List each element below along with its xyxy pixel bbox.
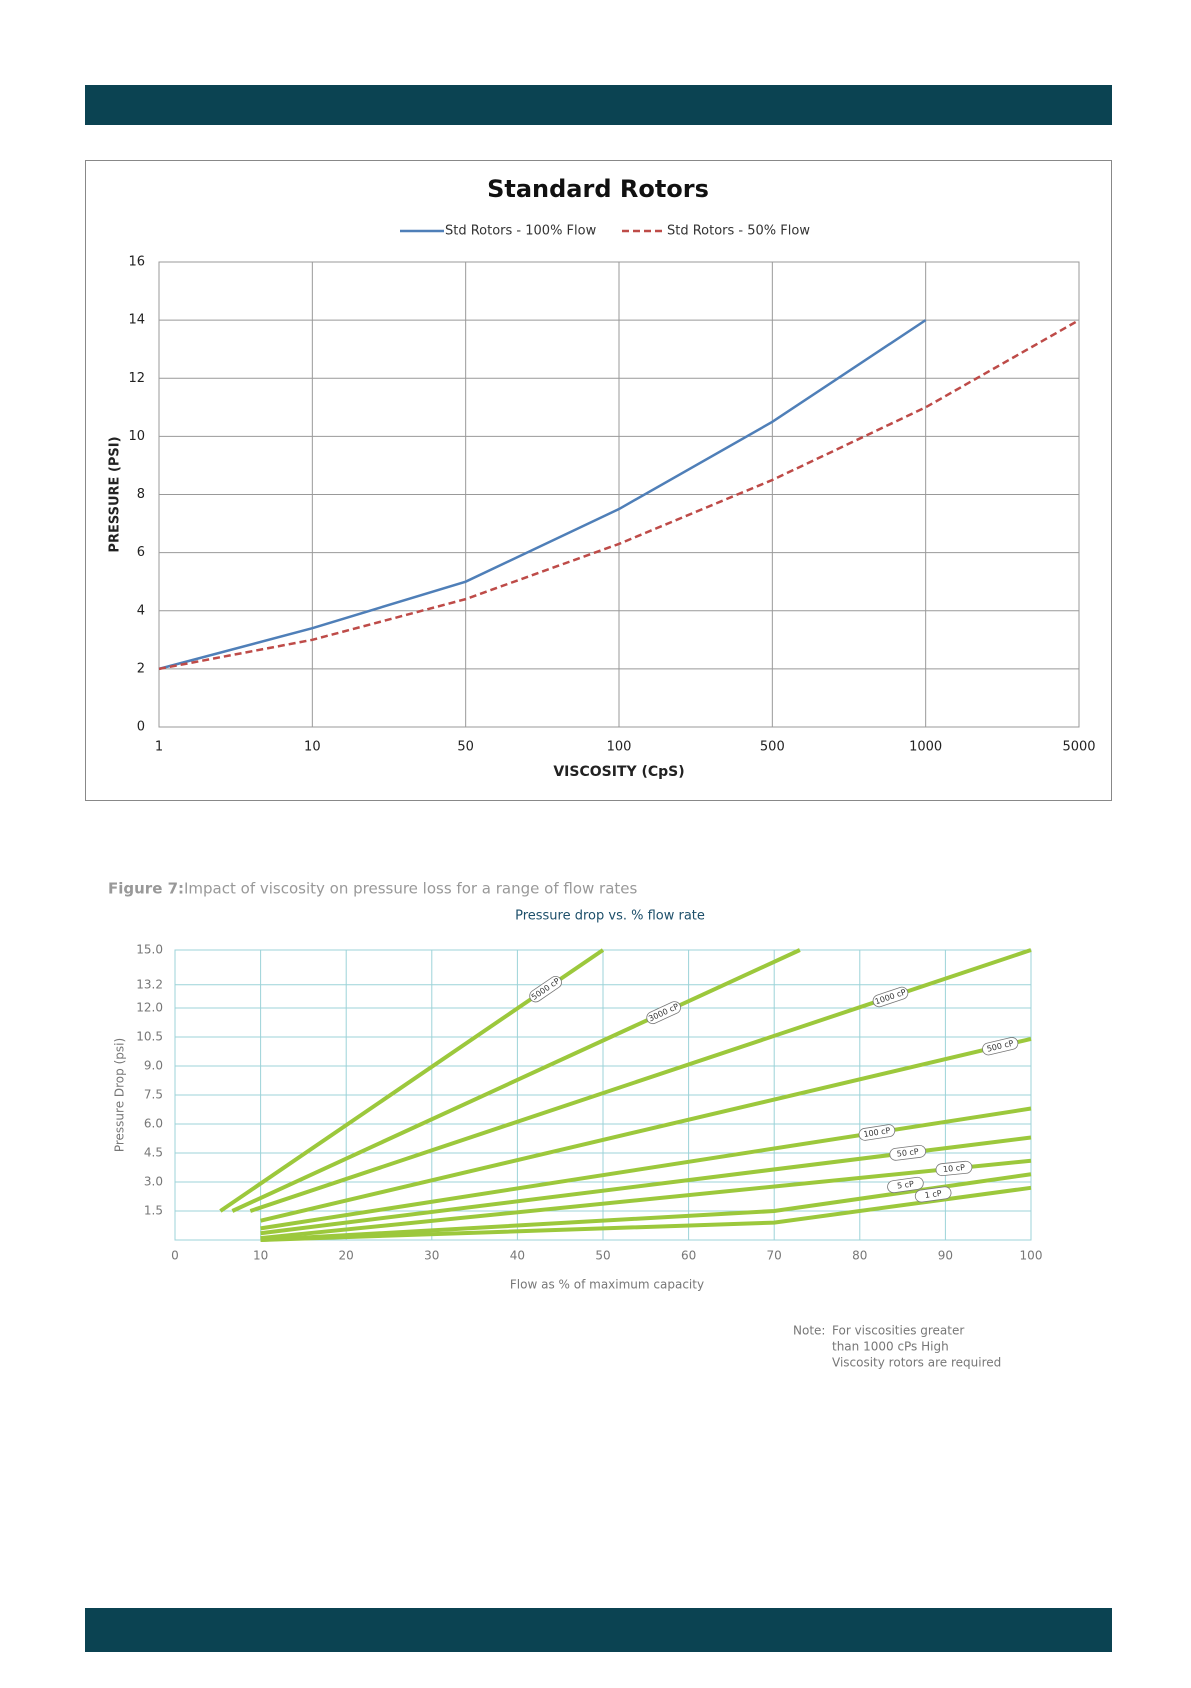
legend-label: Std Rotors - 100% Flow [445, 224, 597, 239]
footer-bar [85, 1608, 1112, 1652]
x-axis-label: VISCOSITY (CpS) [553, 764, 684, 780]
caption: Impact of viscosity on pressure loss for… [184, 880, 638, 898]
line-label-text: 50 cP [896, 1147, 919, 1159]
x-tick-label: 10 [253, 1249, 268, 1263]
y-tick-label: 10.5 [136, 1030, 163, 1044]
x-tick-label: 100 [607, 740, 632, 755]
note-line: Viscosity rotors are required [832, 1356, 1001, 1370]
y-tick-label: 6 [137, 545, 145, 560]
line-label: 500 cP [982, 1037, 1019, 1056]
line-label: 50 cP [889, 1144, 927, 1161]
y-tick-label: 1.5 [144, 1204, 163, 1218]
y-axis-label: PRESSURE (PSI) [108, 436, 123, 552]
y-tick-label: 4 [137, 603, 145, 618]
line-label: 5000 cP [529, 975, 562, 1003]
x-tick-label: 40 [510, 1249, 525, 1263]
x-tick-label: 90 [938, 1249, 953, 1263]
y-tick-label: 2 [137, 661, 145, 676]
line-label-box [982, 1037, 1019, 1056]
x-tick-label: 1 [155, 740, 163, 755]
x-tick-label: 20 [339, 1249, 354, 1263]
line-label-text: 100 cP [863, 1126, 891, 1139]
line-label-text: 5 cP [896, 1179, 914, 1190]
y-tick-label: 15.0 [136, 943, 163, 957]
y-tick-label: 8 [137, 487, 145, 502]
series-line [231, 948, 801, 1213]
note-line: For viscosities greater [832, 1324, 964, 1338]
line-label: 1000 cP [872, 986, 909, 1008]
y-tick-label: 9.0 [144, 1059, 163, 1073]
series-line [260, 1158, 1032, 1241]
y-tick-label: 7.5 [144, 1088, 163, 1102]
x-tick-label: 0 [171, 1249, 179, 1263]
note-line: than 1000 cPs High [832, 1340, 949, 1354]
x-tick-label: 10 [304, 740, 321, 755]
y-tick-label: 6.0 [144, 1117, 163, 1131]
line-label-box [935, 1160, 973, 1177]
line-label-box [872, 986, 909, 1008]
y-tick-label: 14 [128, 313, 145, 328]
x-tick-label: 50 [457, 740, 474, 755]
chart-title: Standard Rotors [487, 175, 709, 203]
x-tick-label: 1000 [909, 740, 942, 755]
line-label-box [646, 1001, 681, 1025]
y-tick-label: 4.5 [144, 1146, 163, 1160]
series-line [260, 1036, 1032, 1223]
x-tick-label: 80 [852, 1249, 867, 1263]
y-tick-label: 12 [128, 371, 145, 386]
x-tick-label: 50 [595, 1249, 610, 1263]
line-label-box [529, 975, 562, 1003]
chart-frame [85, 160, 1112, 801]
line-label-box [889, 1144, 927, 1161]
x-tick-label: 5000 [1062, 740, 1095, 755]
y-tick-label: 16 [128, 255, 145, 270]
line-label-box [914, 1186, 952, 1203]
line-label-text: 10 cP [943, 1163, 966, 1174]
x-tick-label: 500 [760, 740, 785, 755]
line-label: 1 cP [914, 1186, 952, 1203]
chart-title: Pressure drop vs. % flow rate [515, 909, 705, 924]
y-tick-label: 12.0 [136, 1001, 163, 1015]
y-tick-label: 0 [137, 720, 145, 735]
note-label: Note: [793, 1324, 825, 1338]
x-tick-label: 30 [424, 1249, 439, 1263]
series-line [158, 319, 927, 671]
x-axis-label: Flow as % of maximum capacity [510, 1278, 704, 1292]
line-label: 3000 cP [646, 1001, 681, 1025]
line-label-box [887, 1176, 924, 1194]
y-tick-label: 3.0 [144, 1175, 163, 1189]
caption-label: Figure 7: [108, 880, 184, 898]
series-line [260, 1106, 1032, 1231]
x-tick-label: 100 [1020, 1249, 1043, 1263]
line-label: 5 cP [887, 1176, 924, 1194]
header-bar [85, 85, 1112, 125]
series-line [158, 319, 1080, 671]
legend-label: Std Rotors - 50% Flow [667, 224, 810, 239]
series-line [260, 1185, 1032, 1242]
line-label-text: 1 cP [924, 1189, 942, 1200]
y-axis-label: Pressure Drop (psi) [113, 1038, 127, 1152]
x-tick-label: 70 [767, 1249, 782, 1263]
line-label-box [858, 1124, 896, 1141]
x-tick-label: 60 [681, 1249, 696, 1263]
y-tick-label: 13.2 [136, 977, 163, 991]
line-label: 100 cP [858, 1124, 896, 1141]
line-label: 10 cP [935, 1160, 973, 1177]
y-tick-label: 10 [128, 429, 145, 444]
